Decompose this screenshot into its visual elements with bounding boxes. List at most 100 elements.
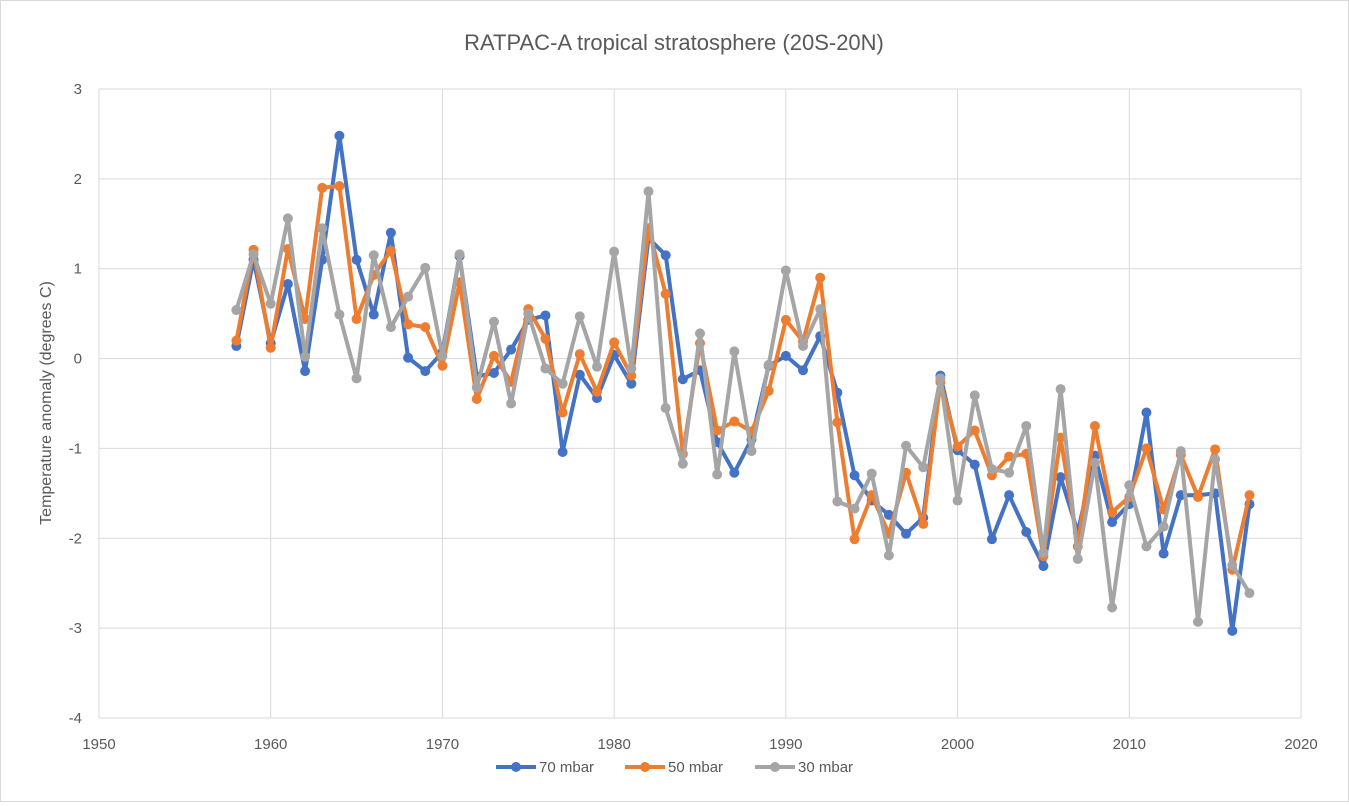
data-point — [763, 385, 774, 396]
legend-label: 30 mbar — [798, 759, 853, 776]
data-point — [729, 346, 740, 357]
data-point — [1244, 490, 1255, 501]
data-point — [1004, 467, 1015, 478]
data-point — [763, 359, 774, 370]
data-point — [282, 213, 293, 224]
y-tick-label: 3 — [74, 81, 82, 98]
data-point — [660, 402, 671, 413]
data-point — [1158, 521, 1169, 532]
data-point — [351, 314, 362, 325]
data-point — [385, 322, 396, 333]
data-point — [1055, 432, 1066, 443]
data-point — [557, 407, 568, 418]
data-point — [746, 446, 757, 457]
data-point — [317, 182, 328, 193]
data-point — [1107, 602, 1118, 613]
data-point — [935, 373, 946, 384]
data-point — [1038, 561, 1049, 572]
data-point — [506, 398, 517, 409]
series-line — [234, 189, 1252, 624]
data-point — [351, 373, 362, 384]
data-point — [591, 361, 602, 372]
data-point — [334, 309, 345, 320]
data-point — [1107, 507, 1118, 518]
data-point — [1141, 541, 1152, 552]
data-point — [1021, 526, 1032, 537]
data-point — [815, 304, 826, 315]
data-point — [1141, 407, 1152, 418]
data-point — [471, 382, 482, 393]
data-point — [849, 470, 860, 481]
data-point — [798, 340, 809, 351]
data-point — [368, 250, 379, 261]
data-point — [1227, 560, 1238, 571]
data-point — [557, 447, 568, 458]
data-point — [1175, 446, 1186, 457]
y-tick-label: -1 — [69, 440, 82, 457]
data-point — [334, 130, 345, 141]
data-point — [1089, 420, 1100, 431]
legend-swatch-marker — [770, 762, 780, 772]
data-point — [471, 394, 482, 405]
legend-item: 30 mbar — [755, 759, 853, 776]
data-point — [574, 311, 585, 322]
series-line — [234, 133, 1252, 633]
data-point — [729, 467, 740, 478]
data-point — [712, 425, 723, 436]
series-line — [234, 184, 1252, 572]
data-point — [557, 378, 568, 389]
data-point — [986, 464, 997, 475]
data-point — [300, 366, 311, 377]
data-point — [1055, 384, 1066, 395]
legend: 70 mbar 50 mbar 30 mbar — [496, 759, 853, 776]
data-point — [403, 352, 414, 363]
data-point — [883, 509, 894, 520]
y-tick-label: -4 — [69, 710, 82, 727]
x-tick-label: 2020 — [1284, 736, 1317, 753]
data-point — [540, 310, 551, 321]
data-point — [969, 425, 980, 436]
data-point — [437, 360, 448, 371]
data-point — [437, 350, 448, 361]
data-point — [626, 370, 637, 381]
series-layer — [231, 130, 1255, 636]
data-point — [334, 181, 345, 192]
data-point — [780, 314, 791, 325]
data-point — [368, 309, 379, 320]
x-tick-label: 1970 — [426, 736, 459, 753]
data-point — [488, 367, 499, 378]
data-point — [1021, 420, 1032, 431]
data-point — [901, 528, 912, 539]
data-point — [660, 288, 671, 299]
data-point — [1227, 625, 1238, 636]
x-tick-label: 1950 — [82, 736, 115, 753]
data-point — [712, 469, 723, 480]
y-tick-label: 1 — [74, 261, 82, 278]
data-point — [591, 386, 602, 397]
y-axis-label: Temperature anomaly (degrees C) — [38, 281, 55, 525]
data-point — [832, 496, 843, 507]
data-point — [1210, 454, 1221, 465]
data-point — [798, 365, 809, 376]
data-point — [317, 223, 328, 234]
data-point — [780, 265, 791, 276]
data-point — [300, 351, 311, 362]
data-point — [609, 337, 620, 348]
legend-label: 70 mbar — [539, 759, 594, 776]
data-point — [540, 333, 551, 344]
data-point — [420, 322, 431, 333]
legend-item: 50 mbar — [625, 759, 723, 776]
y-tick-label: 0 — [74, 351, 82, 368]
data-point — [1141, 443, 1152, 454]
series-30-mbar — [231, 186, 1255, 627]
data-point — [1192, 616, 1203, 627]
data-point — [626, 363, 637, 374]
legend-swatch-marker — [640, 762, 650, 772]
data-point — [540, 363, 551, 374]
data-point — [265, 342, 276, 353]
data-point — [780, 350, 791, 361]
data-point — [883, 550, 894, 561]
data-point — [403, 291, 414, 302]
